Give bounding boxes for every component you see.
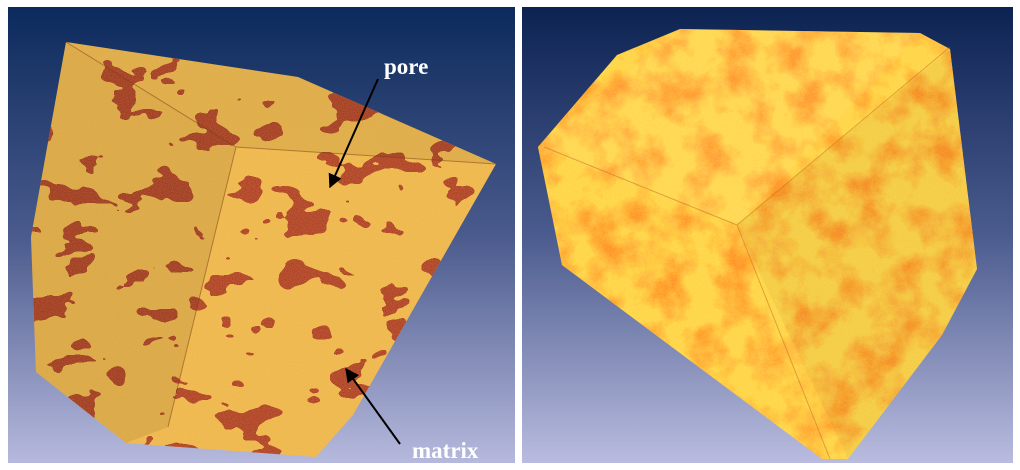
left-panel-segmented-cube: pore matrix [8,7,515,463]
pore-label: pore [384,54,429,79]
right-cube-edges [543,46,951,460]
matrix-label: matrix [412,438,479,463]
matrix-arrow [345,367,401,445]
pore-arrow [328,78,379,189]
left-cube-edges [65,41,497,428]
left-cube-render [8,7,515,463]
right-cube-render [522,7,1013,463]
right-panel-volume-cube [522,7,1013,463]
